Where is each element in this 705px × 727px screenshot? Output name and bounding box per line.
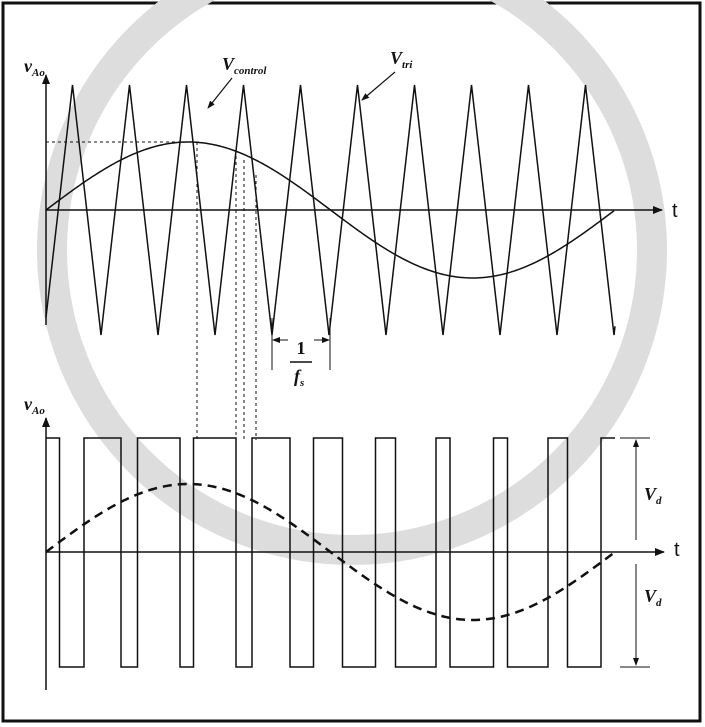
watermark bbox=[52, 0, 652, 550]
period-numerator: 1 bbox=[297, 338, 306, 358]
control-label: Vcontrol bbox=[222, 54, 267, 77]
y-label-sub: Ao bbox=[31, 67, 45, 79]
tri-label: Vtri bbox=[390, 48, 413, 71]
diagram: vAo t Vcontrol Vtri 1 fs vAo t Vd Vd bbox=[0, 0, 705, 727]
y-label-sub: Ao bbox=[31, 405, 45, 417]
tri-sub: tri bbox=[402, 59, 413, 71]
x-label: t bbox=[672, 200, 678, 222]
control-sub: control bbox=[234, 65, 267, 77]
y-label: vAo bbox=[24, 394, 45, 417]
period-denominator: fs bbox=[294, 366, 304, 389]
lower-label: Vd bbox=[644, 586, 662, 609]
y-label: vAo bbox=[24, 56, 45, 79]
vd-sub: d bbox=[656, 597, 662, 609]
tri-pointer bbox=[362, 72, 395, 100]
vd-sub: d bbox=[656, 495, 662, 507]
upper-label: Vd bbox=[644, 484, 662, 507]
denominator-sub: s bbox=[299, 377, 304, 389]
x-label: t bbox=[674, 539, 680, 561]
frame bbox=[3, 3, 700, 721]
control-pointer bbox=[208, 78, 232, 108]
